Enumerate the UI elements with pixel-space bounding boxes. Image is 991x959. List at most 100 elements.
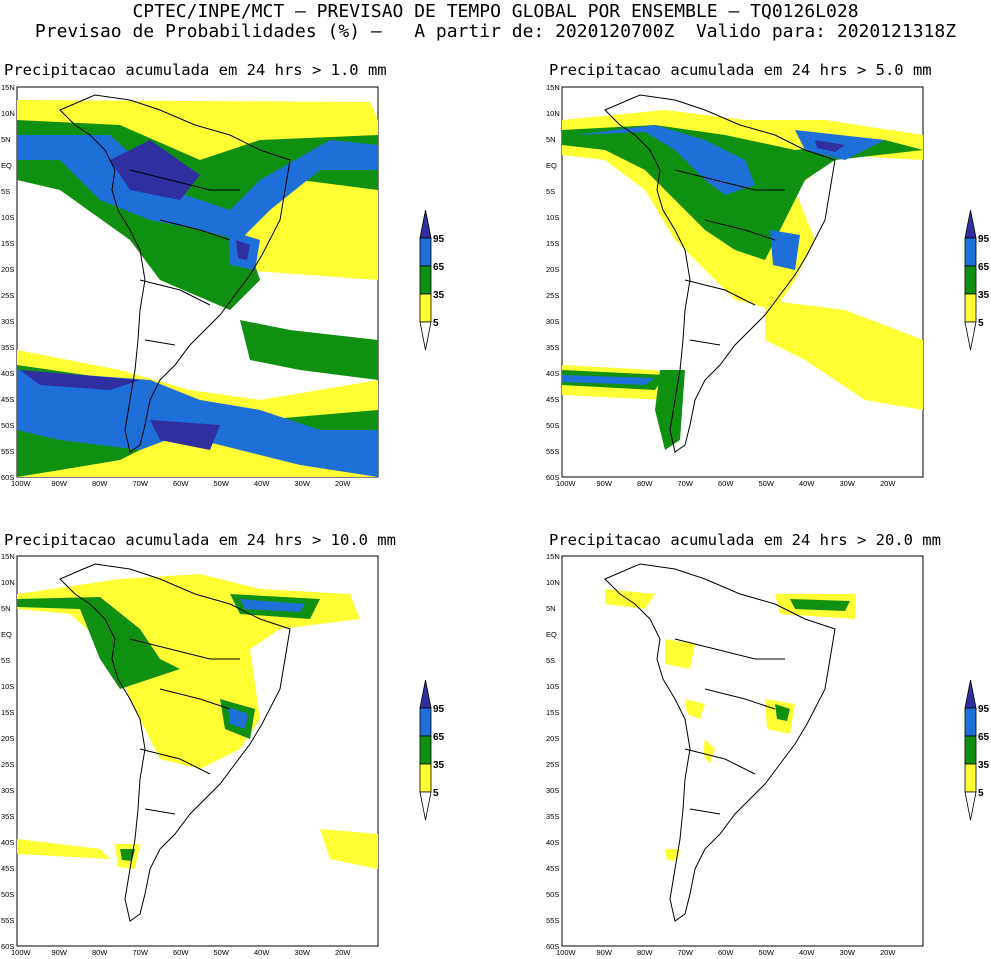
colorbar-segment-5: [964, 763, 977, 793]
lat-tick-label: 30S: [1, 317, 14, 326]
colorbar-label: 65: [433, 732, 445, 743]
lon-tick-label: 50W: [214, 479, 230, 488]
colorbar-segment-0: [964, 321, 977, 351]
lat-tick-label: EQ: [1, 161, 12, 170]
lat-tick-label: 5S: [1, 187, 10, 196]
lat-tick-label: 35S: [1, 812, 14, 821]
panel-3-title: Precipitacao acumulada em 24 hrs > 10.0 …: [4, 531, 396, 549]
lat-tick-label: 5S: [1, 656, 10, 665]
lat-tick-label: 35S: [546, 343, 559, 352]
lon-tick-label: 60W: [718, 948, 734, 957]
lon-tick-label: 20W: [880, 479, 896, 488]
lat-tick-label: 40S: [1, 838, 14, 847]
lat-tick-label: EQ: [546, 161, 557, 170]
header-title: CPTEC/INPE/MCT – PREVISAO DE TEMPO GLOBA…: [132, 1, 859, 22]
lat-tick-label: 55S: [1, 916, 14, 925]
lat-tick-label: 45S: [1, 395, 14, 404]
colorbar-segment-65: [419, 237, 432, 267]
colorbar-segment-35: [964, 735, 977, 765]
lat-tick-label: 25S: [1, 760, 14, 769]
lon-tick-label: 90W: [52, 948, 68, 957]
colorbar-label: 95: [978, 704, 990, 715]
colorbar-segment-5: [419, 293, 432, 323]
colorbar-label: 95: [978, 234, 990, 245]
lon-tick-label: 40W: [799, 948, 815, 957]
colorbar-panel-4: 95 65 35 5: [964, 680, 990, 821]
lon-tick-label: 90W: [52, 479, 68, 488]
colorbar-segment-35: [419, 265, 432, 295]
header-subtitle: Previsao de Probabilidades (%) – A parti…: [34, 21, 957, 42]
colorbar-segment-35: [964, 265, 977, 295]
lat-tick-label: 5N: [1, 604, 11, 613]
lon-tick-label: 70W: [133, 479, 149, 488]
colorbar-segment-0: [419, 791, 432, 821]
colorbar-label: 5: [978, 318, 984, 329]
lat-tick-label: 50S: [1, 890, 14, 899]
lat-tick-label: 60S: [546, 942, 559, 951]
lat-tick-label: 20S: [546, 734, 559, 743]
lon-tick-label: 60W: [718, 479, 734, 488]
lat-tick-label: 10S: [1, 682, 14, 691]
map-panel-5mm: 15N 10N 5N EQ 5S 10S 15S 20S 25S 30S 35S 40S 45S 50S 5…: [546, 83, 924, 488]
colorbar-label: 35: [978, 760, 990, 771]
lat-tick-label: 10S: [546, 682, 559, 691]
lat-tick-label: 15N: [1, 83, 15, 92]
colorbar-label: 5: [433, 788, 439, 799]
lon-tick-label: 60W: [173, 948, 189, 957]
colorbar-segment-35: [419, 735, 432, 765]
colorbar-segment-5: [419, 763, 432, 793]
lat-tick-label: 25S: [546, 291, 559, 300]
lon-tick-label: 80W: [92, 948, 108, 957]
lon-tick-label: 30W: [295, 948, 311, 957]
colorbar-segment-0: [964, 791, 977, 821]
lat-tick-label: 60S: [546, 473, 559, 482]
lon-tick-label: 90W: [597, 948, 613, 957]
lat-tick-label: 10N: [1, 109, 15, 118]
lon-tick-label: 40W: [254, 948, 270, 957]
lat-tick-label: 50S: [546, 421, 559, 430]
lat-tick-label: 35S: [546, 812, 559, 821]
lat-tick-label: 10N: [546, 578, 560, 587]
lat-tick-label: 10N: [1, 578, 15, 587]
lat-tick-label: EQ: [546, 630, 557, 639]
lon-tick-label: 70W: [678, 948, 694, 957]
colorbar-label: 65: [978, 732, 990, 743]
lat-tick-label: 15N: [546, 83, 560, 92]
colorbar-segment-95: [419, 210, 432, 239]
colorbar-segment-65: [419, 707, 432, 737]
lat-tick-label: 50S: [546, 890, 559, 899]
panel-4-title: Precipitacao acumulada em 24 hrs > 20.0 …: [549, 531, 941, 549]
lon-tick-label: 60W: [173, 479, 189, 488]
lon-tick-label: 20W: [335, 479, 351, 488]
lon-tick-label: 40W: [799, 479, 815, 488]
lat-tick-label: 15S: [1, 239, 14, 248]
lon-tick-label: 20W: [880, 948, 896, 957]
colorbar-segment-65: [964, 707, 977, 737]
lat-tick-label: 40S: [546, 838, 559, 847]
lon-tick-label: 70W: [133, 948, 149, 957]
lat-tick-label: 35S: [1, 343, 14, 352]
lat-tick-label: 55S: [546, 916, 559, 925]
lat-tick-label: 40S: [1, 369, 14, 378]
lat-tick-label: 45S: [1, 864, 14, 873]
lat-tick-label: 5N: [1, 135, 11, 144]
lon-tick-label: 100W: [11, 948, 32, 957]
colorbar-label: 5: [433, 318, 439, 329]
lon-tick-label: 50W: [214, 948, 230, 957]
lat-tick-label: 20S: [1, 734, 14, 743]
panel-1-title: Precipitacao acumulada em 24 hrs > 1.0 m…: [4, 61, 387, 79]
lat-tick-label: 55S: [1, 447, 14, 456]
colorbar-label: 5: [978, 788, 984, 799]
colorbar-panel-3: 95 65 35 5: [419, 680, 445, 821]
colorbar-label: 35: [433, 290, 445, 301]
lat-tick-label: 5N: [546, 604, 556, 613]
lon-tick-label: 20W: [335, 948, 351, 957]
colorbar-segment-65: [964, 237, 977, 267]
lat-tick-label: 30S: [1, 786, 14, 795]
lat-tick-label: 5N: [546, 135, 556, 144]
colorbar-panel-2: 95 65 35 5: [964, 210, 990, 351]
lat-tick-label: 15S: [546, 239, 559, 248]
lat-tick-label: 15S: [546, 708, 559, 717]
lon-tick-label: 80W: [637, 479, 653, 488]
lon-tick-label: 70W: [678, 479, 694, 488]
